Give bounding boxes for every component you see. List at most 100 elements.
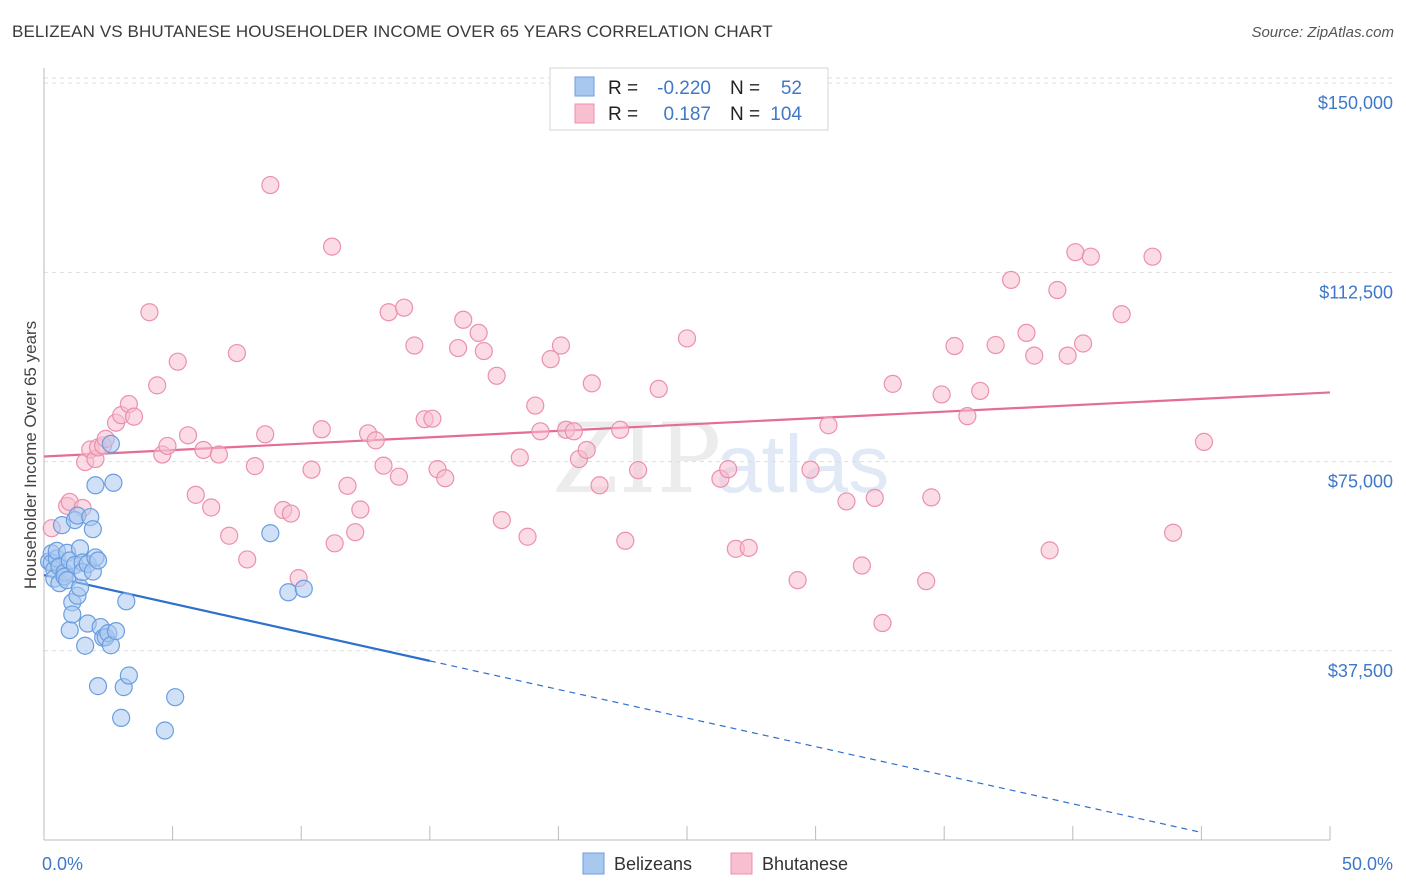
bhutanese-point	[158, 436, 177, 456]
bhutanese-point	[492, 510, 511, 530]
bhutanese-point	[971, 381, 990, 401]
belizean-point	[86, 476, 105, 495]
bhutanese-trend-line	[43, 391, 1331, 458]
bhutanese-point	[487, 366, 506, 385]
bhutanese-point	[590, 476, 609, 495]
belizean-point	[104, 473, 123, 492]
bhutanese-point	[649, 379, 668, 399]
bhutanese-point	[1194, 432, 1214, 451]
y-axis-label: Householder Income Over 65 years	[21, 321, 40, 589]
tick-labels: $37,500 $75,000 $112,500 $150,000 0.0% 50.0%	[42, 93, 1393, 874]
bhutanese-point	[526, 396, 545, 415]
bhutanese-point	[1066, 243, 1085, 262]
legend-n-value-1: 52	[781, 78, 802, 99]
bhutanese-point	[1048, 280, 1067, 300]
bhutanese-point	[1001, 270, 1021, 290]
belizean-point	[88, 677, 108, 696]
legend-r-label-1: R =	[608, 78, 638, 99]
bhutanese-point	[917, 572, 936, 591]
bhutanese-point	[510, 448, 529, 467]
legend-n-label-1: N =	[730, 78, 760, 99]
bhutanese-point	[140, 303, 159, 322]
bhutanese-point	[209, 445, 228, 464]
bhutanese-point	[1025, 346, 1044, 365]
bhutanese-point	[1143, 247, 1162, 266]
bhutanese-point	[1112, 305, 1131, 324]
bhutanese-point	[448, 338, 468, 358]
series-legend-label-belizeans: Belizeans	[614, 854, 692, 874]
y-tick-label: $112,500	[1319, 282, 1393, 302]
bhutanese-point	[148, 376, 167, 395]
bhutanese-point	[541, 350, 560, 369]
bhutanese-point	[124, 407, 144, 426]
series-legend: Belizeans Bhutanese	[582, 852, 848, 875]
bhutanese-point	[883, 374, 902, 393]
bhutanese-point	[302, 460, 321, 479]
belizean-point	[261, 524, 280, 543]
bhutanese-point	[454, 310, 473, 329]
bhutanese-point	[873, 613, 892, 633]
belizean-point	[155, 721, 174, 740]
y-tick-label: $150,000	[1318, 93, 1393, 113]
belizean-point	[63, 605, 82, 624]
bhutanese-point	[405, 336, 424, 355]
legend-swatch-blue	[574, 76, 595, 97]
belizean-point	[76, 636, 95, 655]
belizean-point	[106, 622, 126, 641]
bhutanese-point	[1164, 523, 1183, 542]
bhutanese-point	[577, 440, 596, 460]
legend-r-label-2: R =	[608, 104, 638, 125]
stats-legend: R = -0.220 N = 52 R = 0.187 N = 104	[549, 67, 829, 131]
bhutanese-point	[865, 488, 884, 507]
bhutanese-point	[389, 467, 409, 486]
belizean-point	[70, 578, 90, 597]
belizean-point	[119, 666, 138, 685]
bhutanese-point	[1081, 247, 1100, 266]
series-legend-swatch-bhutanese	[730, 852, 753, 875]
bhutanese-point	[245, 457, 265, 476]
belizean-point	[101, 434, 120, 454]
bhutanese-point	[719, 460, 738, 479]
bhutanese-point	[582, 374, 601, 393]
bhutanese-point	[469, 323, 488, 343]
trend-lines	[43, 391, 1331, 834]
legend-n-label-2: N =	[730, 104, 760, 125]
bhutanese-point	[281, 504, 301, 523]
bhutanese-point	[346, 523, 365, 542]
belizean-point	[294, 579, 313, 598]
watermark-atlas: atlas	[716, 419, 889, 510]
data-points	[40, 175, 1214, 740]
belizean-point	[112, 708, 131, 727]
bhutanese-point	[819, 416, 838, 435]
belizean-point	[88, 551, 108, 570]
bhutanese-point	[423, 409, 442, 428]
bhutanese-point	[677, 329, 697, 348]
bhutanese-point	[322, 237, 342, 256]
legend-swatch-pink	[574, 103, 595, 124]
source-credit: Source: ZipAtlas.com	[1251, 24, 1394, 41]
belizean-trend-extension	[429, 660, 1202, 834]
bhutanese-point	[436, 469, 455, 488]
bhutanese-point	[531, 422, 550, 441]
bhutanese-point	[220, 526, 239, 545]
bhutanese-point	[837, 492, 856, 511]
bhutanese-point	[238, 550, 257, 569]
bhutanese-point	[1040, 541, 1059, 560]
series-legend-swatch-belizeans	[582, 852, 605, 875]
x-tick-label-max: 50.0%	[1342, 854, 1393, 874]
belizean-point	[279, 583, 298, 602]
bhutanese-point	[1058, 346, 1077, 365]
bhutanese-point	[958, 407, 977, 426]
bhutanese-point	[801, 460, 820, 479]
bhutanese-point	[227, 343, 246, 363]
bhutanese-point	[194, 440, 213, 460]
legend-r-value-2: 0.187	[663, 104, 711, 125]
chart-title: BELIZEAN VS BHUTANESE HOUSEHOLDER INCOME…	[12, 22, 773, 41]
bhutanese-point	[564, 422, 583, 441]
legend-r-value-1: -0.220	[657, 78, 711, 99]
bhutanese-point	[932, 385, 951, 404]
bhutanese-point	[178, 426, 198, 445]
bhutanese-point	[338, 476, 357, 495]
bhutanese-point	[379, 303, 398, 322]
